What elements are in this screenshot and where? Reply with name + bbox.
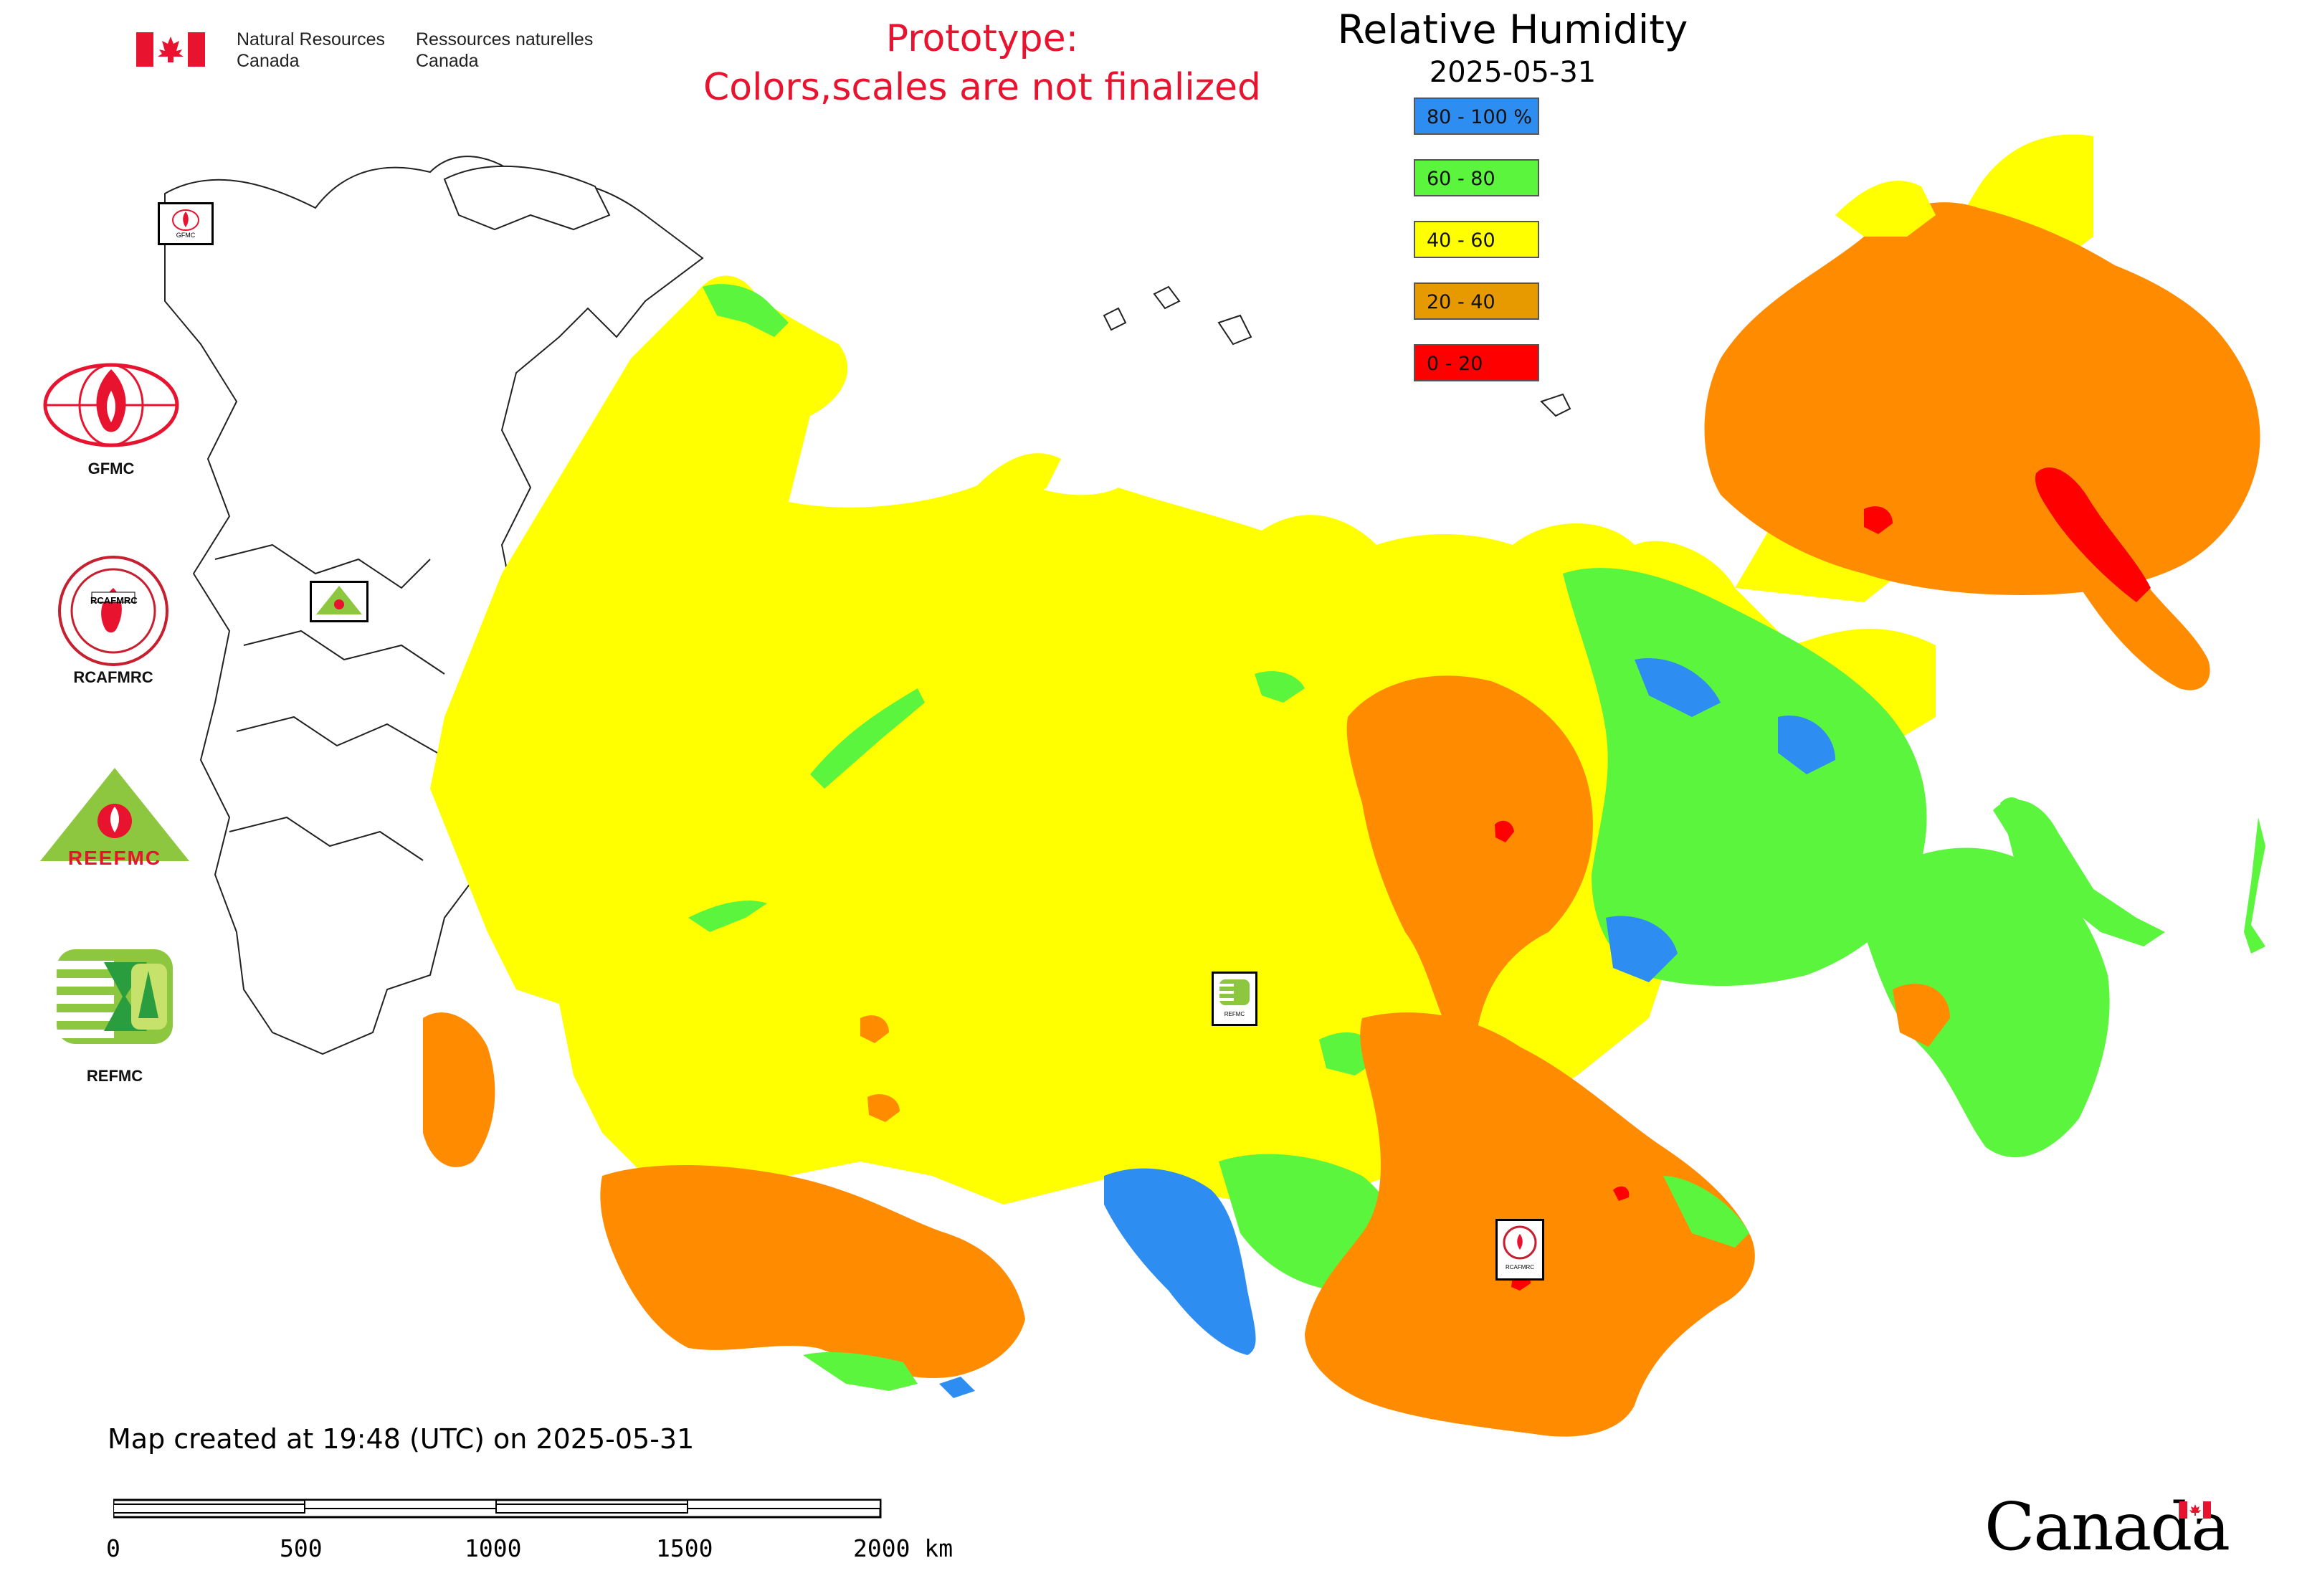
map-created-timestamp: Map created at 19:48 (UTC) on 2025-05-31: [108, 1423, 695, 1455]
reefmc-map-marker[interactable]: [310, 581, 368, 622]
org-name-french: Ressources naturelles Canada: [416, 29, 593, 72]
gfmc-label: GFMC: [87, 460, 135, 478]
region-20-40-kazakhstan: [600, 1165, 1025, 1378]
gfmc-marker-label: GFMC: [176, 232, 196, 239]
refmc-sigma-logo-icon: [57, 949, 173, 1044]
refmc-logo[interactable]: REFMC: [54, 946, 197, 1090]
scale-label-2000km: 2000 km: [853, 1534, 953, 1562]
region-40-60: [430, 275, 1936, 1205]
reefmc-logo-text: REEFMC: [67, 847, 162, 869]
arctic-islands: [1103, 285, 1571, 417]
legend-item-60-80: 60 - 80: [1414, 159, 1539, 196]
scale-label-1500: 1500: [656, 1534, 713, 1562]
reefmc-triangle-icon: [316, 586, 362, 614]
rcafmrc-map-marker[interactable]: RCAFMRC: [1495, 1219, 1544, 1281]
rcafmrc-seal-text: RCAFMRC: [90, 595, 138, 606]
reefmc-logo[interactable]: REEFMC: [36, 764, 194, 878]
government-signature: Natural Resources Canada Ressources natu…: [136, 29, 609, 72]
gfmc-map-marker[interactable]: GFMC: [158, 202, 214, 245]
scale-bar-graphic: [113, 1498, 882, 1519]
region-0-20-kamchatka: [2035, 467, 2151, 602]
org-en-line1: Natural Resources: [237, 29, 386, 49]
org-en-line2: Canada: [237, 51, 300, 71]
reefmc-triangle-logo-icon: [40, 768, 189, 861]
scale-label-500: 500: [280, 1534, 323, 1562]
legend-item-20-40: 20 - 40: [1414, 282, 1539, 320]
scale-label-1000: 1000: [465, 1534, 522, 1562]
org-name-english: Natural Resources Canada: [237, 29, 385, 72]
rcafmrc-seal-logo-icon: [58, 556, 168, 666]
prototype-notice-line2: Colors,scales are not finalized: [703, 66, 1262, 109]
map-date: 2025-05-31: [1429, 56, 1597, 89]
rcafmrc-marker-label: RCAFMRC: [1506, 1264, 1534, 1270]
humidity-regions: [423, 134, 2265, 1437]
legend-item-40-60: 40 - 60: [1414, 221, 1539, 258]
region-80-100-altai: [1104, 1168, 1256, 1355]
gfmc-globe-flame-icon: [43, 363, 179, 447]
rcafmrc-label: RCAFMRC: [73, 668, 153, 686]
refmc-map-marker[interactable]: REFMC: [1212, 972, 1257, 1026]
org-fr-line1: Ressources naturelles: [416, 29, 594, 49]
refmc-marker-label: REFMC: [1224, 1011, 1245, 1017]
prototype-notice-line1: Prototype:: [885, 17, 1079, 60]
europe-outline: [164, 156, 704, 1055]
legend-item-80-100: 80 - 100 %: [1414, 98, 1539, 135]
region-20-40-northeast: [1704, 202, 2260, 595]
gfmc-flame-icon: [172, 209, 199, 231]
rcafmrc-logo[interactable]: RCAFMRC RCAFMRC: [42, 552, 185, 695]
refmc-sigma-icon: [1219, 979, 1250, 1005]
gfmc-logo[interactable]: GFMC: [39, 362, 183, 484]
region-20-40-central-siberia: [1346, 675, 1593, 1047]
canada-wordmark: Canada: [1984, 1491, 2230, 1563]
prototype-notice: Prototype: Colors,scales are not finaliz…: [645, 14, 1319, 112]
legend-item-0-20: 0 - 20: [1414, 344, 1539, 381]
wordmark-flag-icon: [2179, 1501, 2211, 1519]
region-80-100-east: [1635, 658, 1721, 717]
map-title: Relative Humidity: [1337, 6, 1688, 52]
region-60-80-northwest: [703, 284, 789, 337]
refmc-label: REFMC: [86, 1067, 143, 1085]
scale-label-0: 0: [106, 1534, 120, 1562]
scale-bar: 0 500 1000 1500 2000 km: [106, 1498, 968, 1577]
rcafmrc-seal-icon: [1503, 1225, 1537, 1260]
org-fr-line2: Canada: [416, 51, 479, 71]
canada-flag-icon: [136, 32, 205, 67]
